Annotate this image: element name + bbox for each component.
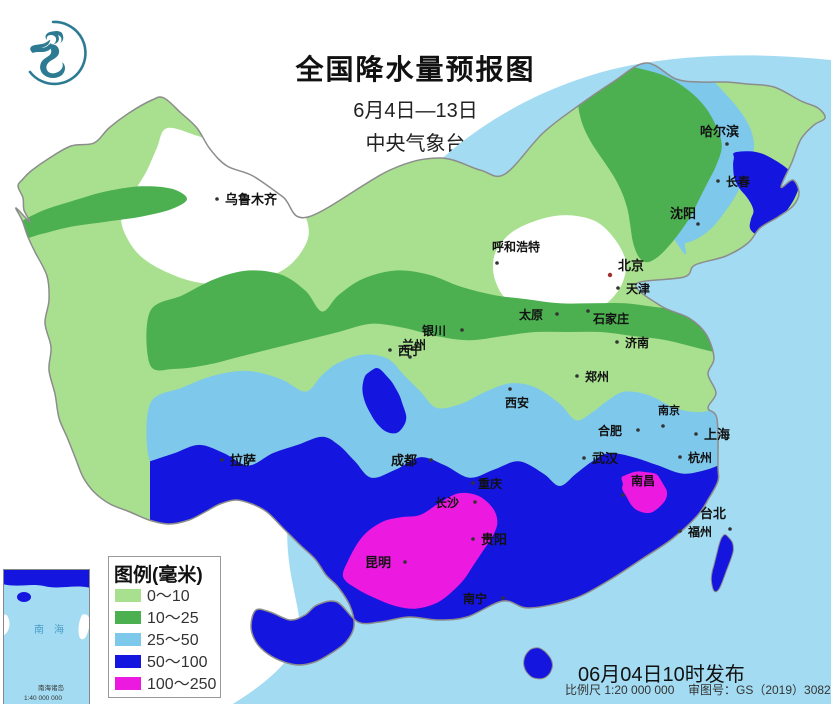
svg-text:合肥: 合肥 <box>598 423 622 438</box>
svg-text:天津: 天津 <box>626 281 650 296</box>
svg-text:福州: 福州 <box>687 524 712 539</box>
svg-text:石家庄: 石家庄 <box>592 311 629 326</box>
svg-text:乌鲁木齐: 乌鲁木齐 <box>225 192 278 207</box>
svg-text:南宁: 南宁 <box>463 591 487 606</box>
svg-text:郑州: 郑州 <box>585 369 609 384</box>
svg-text:贵阳: 贵阳 <box>481 532 507 547</box>
svg-text:银川: 银川 <box>422 323 446 338</box>
svg-text:上海: 上海 <box>704 427 730 442</box>
svg-text:台北: 台北 <box>700 506 726 521</box>
svg-text:长沙: 长沙 <box>435 495 459 510</box>
svg-text:杭州: 杭州 <box>688 450 712 465</box>
svg-text:兰州: 兰州 <box>402 337 426 352</box>
svg-text:南昌: 南昌 <box>631 473 655 488</box>
svg-text:哈尔滨: 哈尔滨 <box>700 124 739 139</box>
svg-text:拉萨: 拉萨 <box>230 453 256 468</box>
svg-text:重庆: 重庆 <box>478 476 502 491</box>
svg-text:长春: 长春 <box>726 174 751 189</box>
svg-text:太原: 太原 <box>519 307 543 322</box>
svg-text:南京: 南京 <box>658 403 680 417</box>
svg-text:西安: 西安 <box>505 395 529 410</box>
svg-text:济南: 济南 <box>625 335 649 350</box>
svg-text:沈阳: 沈阳 <box>670 206 696 221</box>
svg-text:成都: 成都 <box>391 453 417 468</box>
svg-text:昆明: 昆明 <box>365 555 391 570</box>
svg-text:武汉: 武汉 <box>592 451 619 466</box>
svg-text:北京: 北京 <box>618 258 644 273</box>
svg-text:呼和浩特: 呼和浩特 <box>492 239 540 254</box>
